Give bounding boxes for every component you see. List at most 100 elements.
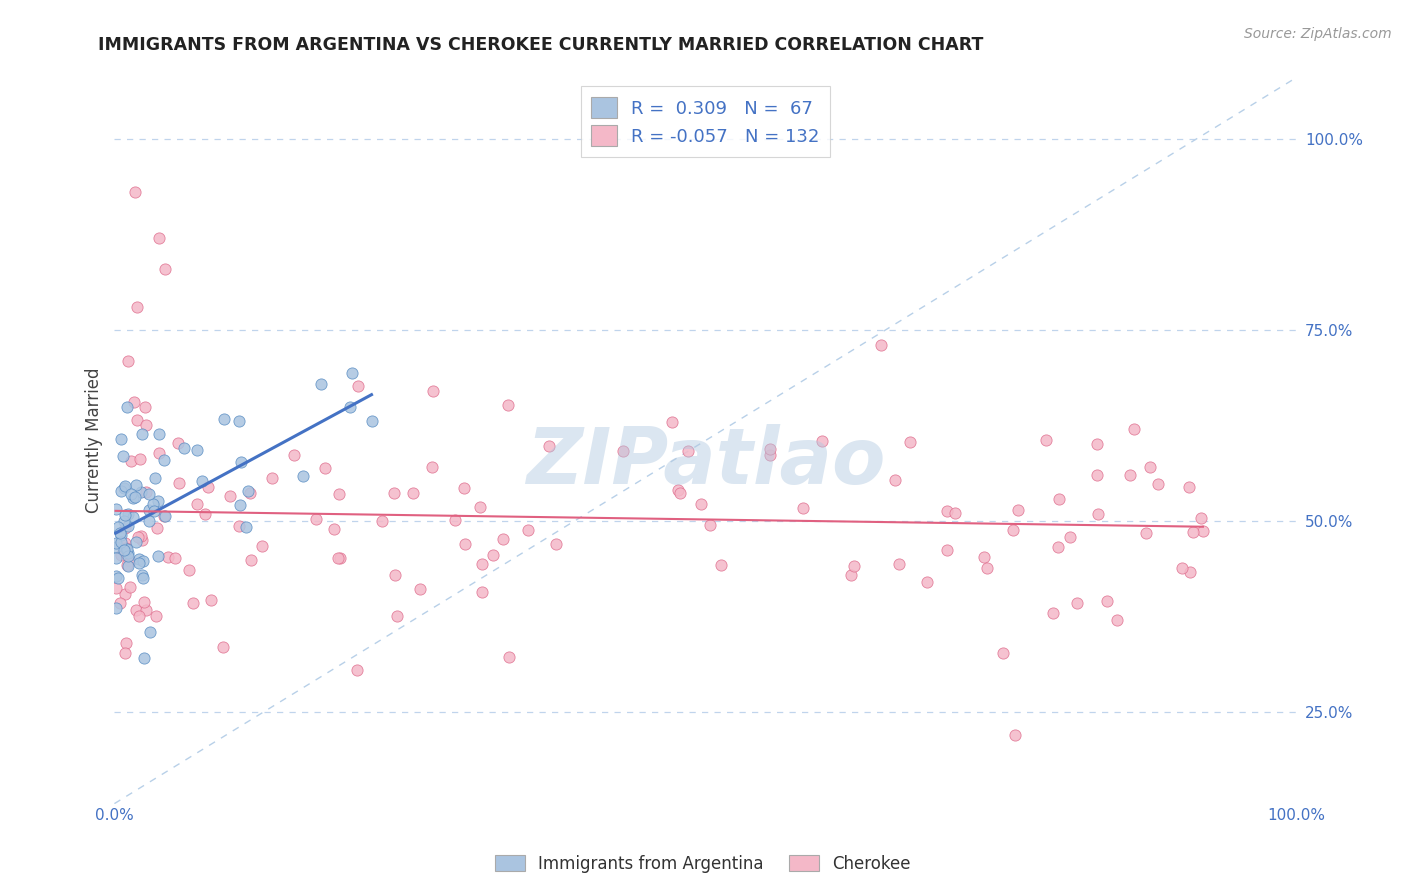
Point <box>110 549 132 563</box>
Point <box>454 537 477 551</box>
Point <box>129 529 152 543</box>
Point <box>114 508 136 522</box>
Point <box>115 541 138 556</box>
Point <box>943 506 966 520</box>
Point <box>1042 606 1064 620</box>
Point <box>340 366 363 380</box>
Point <box>538 440 561 454</box>
Point <box>110 432 132 446</box>
Point <box>347 379 370 393</box>
Point <box>1178 565 1201 579</box>
Point <box>112 481 135 495</box>
Point <box>115 636 138 650</box>
Point <box>759 448 782 462</box>
Point <box>131 427 153 442</box>
Point <box>482 549 505 563</box>
Point <box>422 384 444 398</box>
Point <box>870 337 893 351</box>
Point <box>1182 525 1205 540</box>
Point <box>1001 524 1024 538</box>
Point <box>759 442 782 456</box>
Point <box>1059 530 1081 544</box>
Y-axis label: Currently Married: Currently Married <box>86 368 103 513</box>
Point <box>128 608 150 623</box>
Point <box>1007 503 1029 517</box>
Point <box>110 528 132 542</box>
Point <box>200 593 222 607</box>
Point <box>384 567 406 582</box>
Point <box>132 651 155 665</box>
Point <box>661 415 683 429</box>
Point <box>346 664 368 678</box>
Point <box>444 513 467 527</box>
Point <box>112 543 135 558</box>
Point <box>135 485 157 500</box>
Point <box>108 525 131 540</box>
Point <box>131 533 153 547</box>
Point <box>212 640 235 654</box>
Point <box>110 535 132 549</box>
Point <box>114 587 136 601</box>
Point <box>115 541 138 556</box>
Point <box>138 514 160 528</box>
Point <box>114 646 136 660</box>
Point <box>128 556 150 570</box>
Point <box>1085 437 1108 451</box>
Point <box>1066 596 1088 610</box>
Point <box>250 539 273 553</box>
Point <box>328 487 350 501</box>
Point <box>122 395 145 409</box>
Point <box>1170 560 1192 574</box>
Point <box>135 417 157 432</box>
Point <box>117 549 139 564</box>
Point <box>127 530 149 544</box>
Point <box>146 521 169 535</box>
Point <box>104 551 127 566</box>
Point <box>142 497 165 511</box>
Point <box>842 559 865 574</box>
Point <box>104 582 127 596</box>
Point <box>839 567 862 582</box>
Point <box>108 596 131 610</box>
Point <box>322 522 344 536</box>
Point <box>917 575 939 590</box>
Point <box>382 486 405 500</box>
Point <box>107 520 129 534</box>
Legend: R =  0.309   N =  67, R = -0.057   N = 132: R = 0.309 N = 67, R = -0.057 N = 132 <box>581 87 831 157</box>
Point <box>156 549 179 564</box>
Point <box>1046 540 1069 554</box>
Point <box>231 455 253 469</box>
Point <box>120 554 142 568</box>
Point <box>420 460 443 475</box>
Point <box>148 446 170 460</box>
Point <box>181 596 204 610</box>
Point <box>120 453 142 467</box>
Point <box>371 514 394 528</box>
Point <box>120 580 142 594</box>
Point <box>131 485 153 500</box>
Point <box>107 571 129 585</box>
Point <box>387 609 409 624</box>
Point <box>129 452 152 467</box>
Point <box>148 231 170 245</box>
Point <box>1004 728 1026 742</box>
Point <box>146 494 169 508</box>
Point <box>117 518 139 533</box>
Point <box>104 536 127 550</box>
Point <box>228 499 250 513</box>
Point <box>228 414 250 428</box>
Point <box>402 486 425 500</box>
Point <box>173 441 195 455</box>
Point <box>471 585 494 599</box>
Point <box>889 557 911 571</box>
Point <box>669 486 692 500</box>
Point <box>305 512 328 526</box>
Point <box>792 501 814 516</box>
Point <box>117 559 139 574</box>
Point <box>238 486 260 500</box>
Point <box>492 532 515 546</box>
Point <box>239 553 262 567</box>
Point <box>1192 524 1215 539</box>
Point <box>228 519 250 533</box>
Point <box>114 535 136 549</box>
